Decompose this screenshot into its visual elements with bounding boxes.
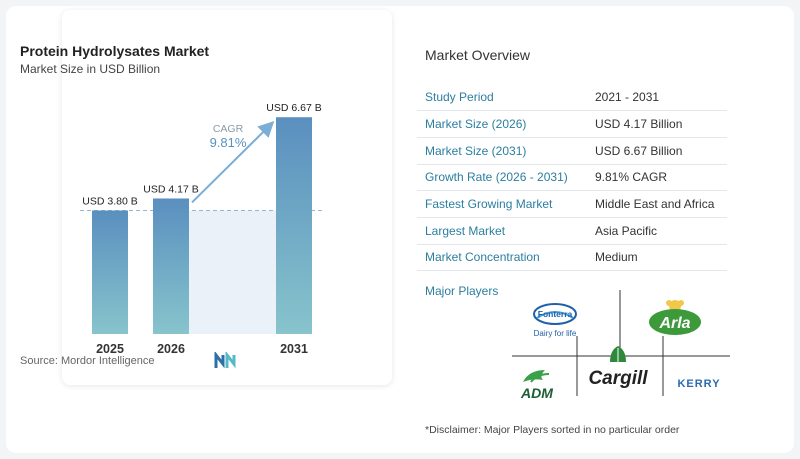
- bar-2026: [153, 198, 189, 334]
- bar-value-label: USD 4.17 B: [143, 183, 198, 195]
- cargill-logo-text: Cargill: [588, 368, 648, 389]
- arla-logo-text: Arla: [658, 315, 690, 332]
- overview-row-key: Fastest Growing Market: [417, 190, 593, 218]
- market-overview-title: Market Overview: [425, 47, 531, 63]
- source-note: Source: Mordor Intelligence: [20, 355, 155, 367]
- overview-row-key: Market Size (2031): [417, 137, 593, 165]
- overview-row: Largest Market Asia Pacific: [417, 217, 727, 245]
- chart-title: Protein Hydrolysates Market: [20, 43, 210, 59]
- fonterra-logo-text: Fonterra: [538, 309, 573, 319]
- fonterra-logo: Fonterra Dairy for life: [533, 303, 577, 338]
- overview-row-value: USD 6.67 Billion: [593, 137, 727, 165]
- kerry-logo: KERRY: [677, 378, 720, 390]
- cagr-label: CAGR: [213, 123, 244, 135]
- overview-row-value: USD 4.17 Billion: [593, 110, 727, 138]
- disclaimer: *Disclaimer: Major Players sorted in no …: [425, 424, 680, 436]
- bar-chart: USD 3.80 B 2025 USD 4.17 B 2026 USD 6.67 B 20…: [80, 102, 325, 356]
- bar-value-label: USD 6.67 B: [266, 102, 321, 114]
- overview-row-key: Growth Rate (2026 - 2031): [417, 164, 593, 192]
- market-overview-table: Study Period 2021 - 2031 Market Size (2026…: [417, 84, 727, 272]
- cargill-logo: Cargill: [588, 346, 648, 389]
- adm-logo-text: ADM: [520, 385, 553, 401]
- overview-row-value: Middle East and Africa: [593, 190, 727, 218]
- overview-row-value: 2021 - 2031: [593, 84, 727, 112]
- overview-row: Study Period 2021 - 2031: [417, 84, 727, 112]
- x-tick-label: 2026: [157, 342, 185, 356]
- overview-row: Market Size (2026) USD 4.17 Billion: [417, 110, 727, 138]
- adm-logo: ADM: [520, 370, 553, 401]
- kerry-logo-text: KERRY: [677, 378, 720, 390]
- bar-2025: [92, 210, 128, 334]
- fonterra-tagline: Dairy for life: [534, 329, 577, 338]
- x-tick-label: 2025: [96, 342, 124, 356]
- overview-row-key: Market Concentration: [417, 244, 593, 272]
- overview-row: Growth Rate (2026 - 2031) 9.81% CAGR: [417, 164, 727, 192]
- reference-band: [189, 210, 276, 334]
- overview-row-value: 9.81% CAGR: [593, 164, 727, 192]
- overview-row-value: Medium: [593, 244, 727, 272]
- cagr-arrow: [191, 121, 275, 204]
- overview-row-value: Asia Pacific: [593, 217, 727, 245]
- mordor-intelligence-logo-icon: [214, 352, 236, 369]
- bar-2031: [276, 117, 312, 334]
- major-players-title: Major Players: [425, 284, 499, 298]
- arla-logo: Arla: [649, 300, 701, 335]
- chart-subtitle: Market Size in USD Billion: [20, 62, 161, 76]
- overview-row-key: Study Period: [417, 84, 593, 112]
- cagr-value: 9.81%: [210, 135, 247, 150]
- overview-row-key: Largest Market: [417, 217, 593, 245]
- overview-row: Market Concentration Medium: [417, 244, 727, 272]
- overview-row: Market Size (2031) USD 6.67 Billion: [417, 137, 727, 165]
- bar-value-label: USD 3.80 B: [82, 196, 137, 208]
- overview-row: Fastest Growing Market Middle East and Af…: [417, 190, 727, 218]
- overview-row-key: Market Size (2026): [417, 110, 593, 138]
- x-tick-label: 2031: [280, 342, 308, 356]
